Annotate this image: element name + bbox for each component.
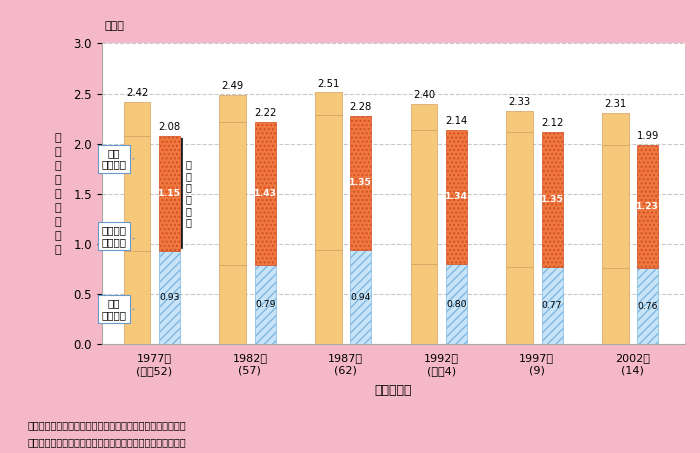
- Bar: [506, 132, 533, 267]
- Text: 0.76: 0.76: [638, 302, 658, 311]
- Text: 2.22: 2.22: [254, 108, 276, 118]
- Bar: [637, 268, 658, 344]
- Bar: [506, 267, 533, 344]
- Bar: [124, 136, 150, 251]
- Bar: [542, 132, 563, 267]
- Text: 2.12: 2.12: [541, 118, 564, 128]
- Bar: [159, 136, 180, 251]
- Text: 資料：国立社会保障・人口問題研究所「出生動向基本調査」: 資料：国立社会保障・人口問題研究所「出生動向基本調査」: [28, 420, 187, 430]
- Text: 注：初婚どうしの夫婦（理想子ども数不詳を除く）について: 注：初婚どうしの夫婦（理想子ども数不詳を除く）について: [28, 437, 187, 447]
- Bar: [159, 251, 180, 344]
- Text: 1.99: 1.99: [636, 131, 659, 141]
- Text: 0.94: 0.94: [351, 293, 371, 302]
- Text: 2.49: 2.49: [221, 81, 244, 91]
- Text: 2.51: 2.51: [317, 79, 340, 89]
- Text: 2.28: 2.28: [350, 101, 372, 112]
- Bar: [410, 130, 438, 264]
- Bar: [255, 122, 276, 265]
- Text: 追加予定
子ども数: 追加予定 子ども数: [102, 225, 134, 247]
- Bar: [602, 113, 629, 145]
- Text: 予
定
子
ど
も
数: 予 定 子 ど も 数: [186, 159, 192, 227]
- Bar: [542, 267, 563, 344]
- Bar: [410, 104, 438, 130]
- Bar: [315, 250, 342, 344]
- Text: 1.23: 1.23: [636, 202, 659, 211]
- Text: 2.40: 2.40: [413, 90, 435, 100]
- Text: 0.77: 0.77: [542, 301, 562, 310]
- Text: 2.33: 2.33: [508, 96, 531, 106]
- Text: 2.14: 2.14: [445, 116, 468, 126]
- Bar: [219, 122, 246, 265]
- Bar: [637, 145, 658, 268]
- Bar: [350, 116, 371, 250]
- Text: 0.80: 0.80: [446, 300, 467, 309]
- Bar: [315, 92, 342, 115]
- Bar: [506, 111, 533, 132]
- Text: 2.31: 2.31: [604, 99, 626, 109]
- Bar: [219, 95, 246, 122]
- Text: 現存
子ども数: 現存 子ども数: [102, 299, 134, 320]
- Bar: [446, 130, 467, 264]
- Text: 理想
子ども数: 理想 子ども数: [102, 148, 134, 169]
- Bar: [124, 101, 150, 136]
- Text: 1.35: 1.35: [540, 195, 564, 204]
- Text: 2.08: 2.08: [158, 122, 181, 132]
- Text: 1.35: 1.35: [349, 178, 372, 188]
- Bar: [350, 250, 371, 344]
- Bar: [602, 145, 629, 268]
- Text: 0.79: 0.79: [255, 300, 275, 309]
- Bar: [315, 115, 342, 250]
- Bar: [602, 268, 629, 344]
- Bar: [410, 264, 438, 344]
- Text: （人）: （人）: [104, 21, 125, 31]
- Bar: [219, 265, 246, 344]
- X-axis label: 調　査　年: 調 査 年: [374, 384, 412, 397]
- Text: 1.34: 1.34: [445, 193, 468, 202]
- Text: 0.93: 0.93: [160, 293, 180, 302]
- Text: 2.42: 2.42: [126, 87, 148, 98]
- Bar: [124, 251, 150, 344]
- Text: 1.15: 1.15: [158, 189, 181, 198]
- Y-axis label: 理
想
・
予
定
子
ど
も
数: 理 想 ・ 予 定 子 ど も 数: [54, 133, 61, 255]
- Bar: [446, 264, 467, 344]
- Bar: [255, 265, 276, 344]
- Text: 1.43: 1.43: [253, 189, 276, 198]
